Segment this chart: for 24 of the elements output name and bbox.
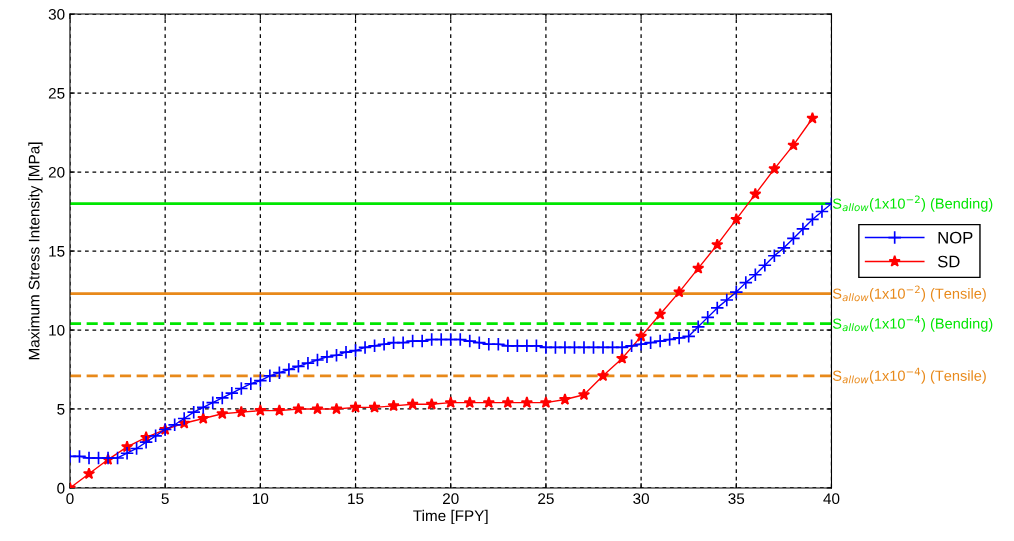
x-tick-label: 35 bbox=[728, 493, 745, 505]
x-tick-label: 25 bbox=[538, 493, 554, 505]
x-tick-label: 10 bbox=[253, 493, 269, 505]
x-tick-label: 20 bbox=[443, 493, 459, 505]
legend-label: NOP bbox=[938, 231, 973, 244]
x-tick-label: 30 bbox=[633, 493, 649, 505]
ref-line-label: S$_{allow}$(1x10$^{−2}$) (Bending) bbox=[832, 195, 993, 212]
y-tick-label: 30 bbox=[48, 8, 65, 20]
x-tick-label: 15 bbox=[348, 493, 364, 505]
y-tick-label: 10 bbox=[49, 324, 65, 336]
y-tick-label: 20 bbox=[48, 166, 65, 178]
x-axis-title: Time [FPY] bbox=[413, 509, 488, 525]
y-tick-label: 25 bbox=[48, 87, 65, 99]
y-tick-label: 0 bbox=[57, 482, 65, 494]
x-tick-label: 40 bbox=[823, 493, 840, 505]
x-tick-label: 5 bbox=[161, 493, 169, 505]
ref-line-label: S$_{allow}$(1x10$^{−2}$) (Tensile) bbox=[832, 285, 986, 302]
legend-label: SD bbox=[937, 255, 960, 268]
ref-line-label: S$_{allow}$(1x10$^{−4}$) (Tensile) bbox=[832, 367, 986, 384]
y-tick-label: 15 bbox=[49, 246, 65, 257]
y-tick-label: 5 bbox=[57, 404, 65, 415]
ref-line-label: S$_{allow}$(1x10$^{−4}$) (Bending) bbox=[832, 315, 993, 332]
y-axis-title: Maximum Stress Intensity [MPa] bbox=[28, 142, 43, 360]
x-tick-label: 0 bbox=[66, 493, 74, 505]
